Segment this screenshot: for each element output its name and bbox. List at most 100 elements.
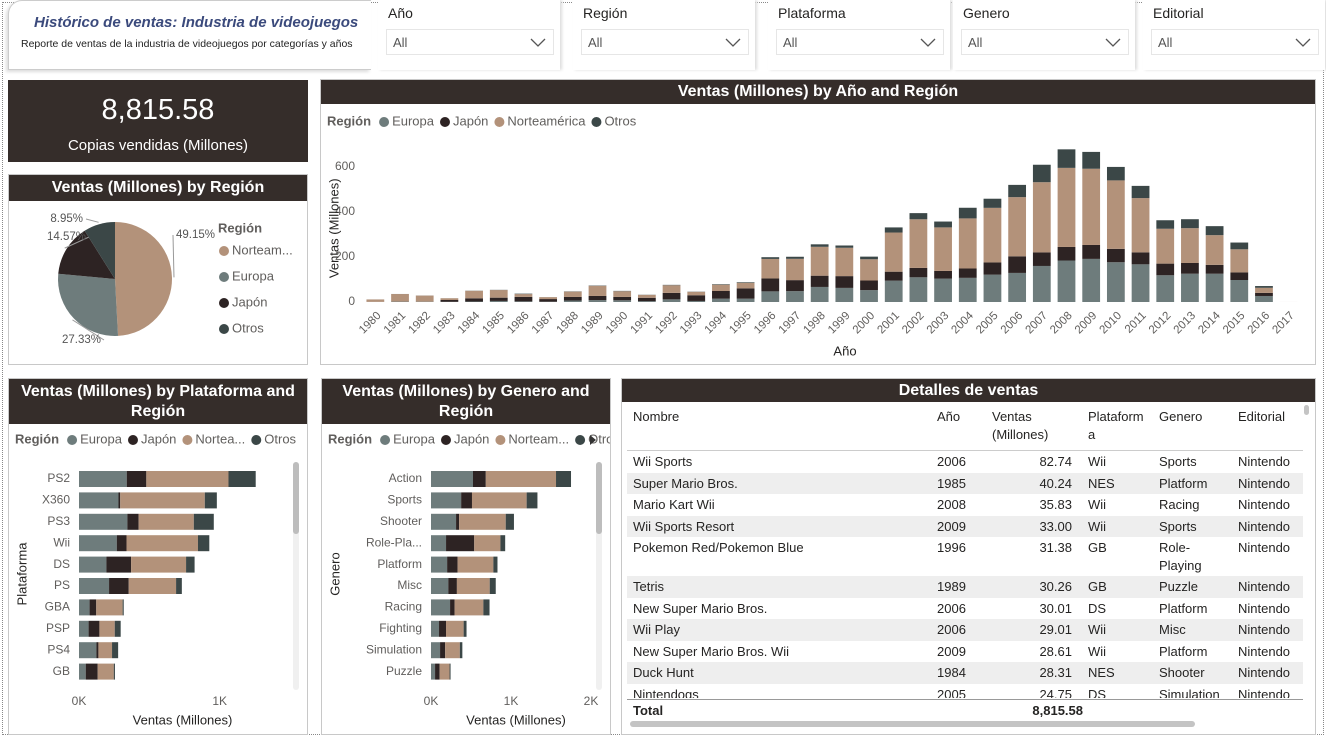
- bar-segment: [884, 271, 903, 281]
- table-cell: 1989: [937, 579, 966, 594]
- table-cell: Wii: [1088, 518, 1107, 534]
- bar-segment: [1205, 273, 1224, 302]
- column-header[interactable]: Ventas (Millones): [992, 409, 1049, 442]
- x-tick-label: 1981: [382, 310, 409, 337]
- bar-segment: [526, 492, 538, 509]
- table-cell: 28.31: [1039, 665, 1072, 680]
- bar-segment: [79, 471, 127, 487]
- table-cell: Super Mario Bros.: [633, 475, 738, 491]
- bar-segment: [810, 244, 829, 247]
- column-header[interactable]: Genero: [1159, 409, 1203, 424]
- total-row: Total 8,815.58: [627, 699, 1303, 720]
- chart: Región Europa Japón Nortea... Otros PS2 X360 PS…: [14, 431, 299, 727]
- x-tick-label: 2014: [1196, 309, 1223, 336]
- filter: Genero All: [953, 0, 1135, 70]
- bar-segment: [138, 513, 194, 530]
- bar-segment: [85, 663, 98, 680]
- chart: Región Europa Japón Norteam... Otros Action Sp…: [327, 431, 610, 727]
- x-axis-label: Ventas (Millones): [133, 712, 233, 727]
- bar-segment: [448, 578, 457, 594]
- bar-segment: [736, 282, 755, 283]
- filter: Plataforma All: [768, 0, 950, 70]
- h-scrollbar[interactable]: [630, 721, 1195, 727]
- bar-segment: [98, 642, 113, 659]
- legend-marker: [439, 117, 450, 127]
- filter-dropdown[interactable]: All: [581, 29, 749, 55]
- bar-segment: [909, 213, 928, 220]
- data-label: 27.33%: [62, 334, 101, 346]
- table-cell: Wii: [1088, 622, 1107, 637]
- table-cell: Mario Kart Wii: [633, 497, 715, 512]
- bar-segment: [1082, 151, 1101, 169]
- kpi-label: Copias vendidas (Millones): [67, 137, 249, 154]
- filter-dropdown[interactable]: All: [961, 29, 1129, 55]
- column-header[interactable]: Plataforma: [1088, 409, 1144, 442]
- legend-marker: [182, 435, 193, 445]
- column-header[interactable]: Año: [937, 409, 961, 424]
- bar-segment: [197, 535, 210, 552]
- x-tick-label: 2K: [584, 694, 599, 708]
- table-rows: Wii Sports 2006 82.74 Wii Sports Nintendo Supe…: [627, 450, 1303, 698]
- bar-segment: [146, 471, 229, 487]
- bar-segment: [79, 535, 117, 552]
- bar-segment: [958, 277, 977, 302]
- filter-dropdown[interactable]: All: [1151, 29, 1319, 55]
- bar-segment: [761, 257, 780, 259]
- bar-segment: [204, 492, 217, 509]
- bar-segment: [588, 300, 607, 302]
- bar-segment: [1205, 264, 1224, 274]
- bar-segment: [786, 258, 804, 281]
- filter-value: All: [968, 35, 983, 50]
- bar-segment: [439, 620, 447, 637]
- bar-segment: [884, 232, 903, 272]
- v-scrollbar[interactable]: [1304, 405, 1309, 415]
- bar-segment: [613, 296, 632, 301]
- bar-segment: [835, 276, 854, 288]
- x-tick-label: 2017: [1270, 310, 1297, 337]
- chart-panel: Ventas (Millones) by Plataforma and Regi…: [8, 378, 308, 735]
- bar-segment: [79, 513, 128, 530]
- table-cell: 30.01: [1039, 600, 1072, 616]
- pie-slice: [58, 273, 119, 336]
- bar-segment: [563, 300, 582, 302]
- y-tick-label: Action: [389, 471, 422, 485]
- bar-segment: [493, 556, 498, 573]
- bar-segment: [563, 296, 582, 301]
- filter: Región All: [573, 0, 755, 70]
- y-tick-label: 200: [335, 249, 355, 263]
- filter-dropdown[interactable]: All: [386, 29, 554, 55]
- filter-dropdown[interactable]: All: [776, 29, 944, 55]
- legend-label: Norteam...: [232, 242, 293, 257]
- x-tick-label: 2005: [974, 310, 1001, 337]
- x-tick-label: 1988: [554, 310, 581, 337]
- y-tick-label: PS4: [47, 642, 70, 656]
- filter-value: All: [588, 35, 603, 50]
- bar-segment: [810, 286, 829, 302]
- x-tick-label: 2016: [1246, 310, 1273, 337]
- bar-segment: [613, 291, 632, 297]
- bar-segment: [89, 599, 97, 616]
- column-header[interactable]: Nombre: [633, 409, 680, 424]
- chart-title: Ventas (Millones) by Genero and Región: [322, 379, 610, 424]
- bar-segment: [1156, 275, 1175, 302]
- bar-segment: [1181, 273, 1199, 302]
- bar-segment: [116, 535, 127, 552]
- legend-label: Otros: [264, 431, 296, 446]
- bar-segment: [474, 535, 501, 552]
- legend-title: Región: [218, 220, 262, 235]
- bar-segment: [109, 578, 129, 594]
- bar-segment: [431, 492, 462, 509]
- legend-marker: [380, 435, 391, 445]
- bar-segment: [1106, 248, 1125, 263]
- bar-segment: [186, 556, 195, 573]
- table-cell: Platform: [1159, 600, 1208, 616]
- x-tick-label: 1994: [703, 309, 730, 336]
- column-header[interactable]: Editorial: [1238, 409, 1285, 424]
- chevron-path: [1295, 38, 1311, 47]
- legend-label: Japón: [141, 431, 176, 446]
- chevron: [1105, 38, 1121, 47]
- bar-segment: [1082, 258, 1101, 302]
- chart-panel: Ventas (Millones) by Región 49.15% 27.33% 1…: [8, 174, 308, 365]
- bar-segment: [126, 471, 147, 487]
- x-tick-label: 2003: [925, 310, 952, 337]
